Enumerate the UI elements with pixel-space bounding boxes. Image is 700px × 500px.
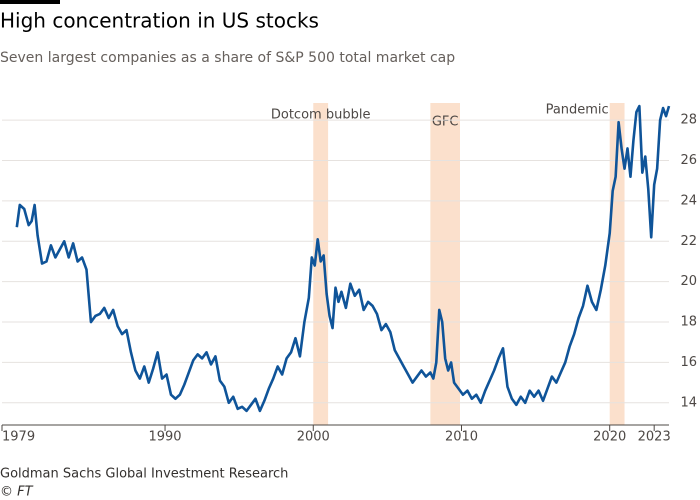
y-tick-label: 24 <box>680 193 697 208</box>
brand-bar <box>0 0 60 4</box>
y-tick-label: 28 <box>680 113 697 128</box>
x-tick-label: 2020 <box>593 430 626 445</box>
y-tick-label: 22 <box>680 234 697 249</box>
chart-title: High concentration in US stocks <box>0 9 319 33</box>
x-tick-label: 1979 <box>2 430 35 445</box>
y-tick-label: 20 <box>680 274 697 289</box>
credit: © FT <box>0 485 34 500</box>
plot <box>15 104 671 413</box>
source: Goldman Sachs Global Investment Research <box>0 467 288 482</box>
shaded-band <box>313 103 329 425</box>
x-tick-label: 2023 <box>638 430 671 445</box>
x-tick-label: 2000 <box>297 430 330 445</box>
data-line <box>15 104 671 413</box>
x-tick-label: 2010 <box>445 430 478 445</box>
y-tick-label: 14 <box>680 395 697 410</box>
band-label: Pandemic <box>546 103 609 118</box>
band-label: Dotcom bubble <box>271 108 371 123</box>
chart-subtitle: Seven largest companies as a share of S&… <box>0 50 455 66</box>
x-tick-label: 1990 <box>148 430 181 445</box>
band-label: GFC <box>432 115 459 130</box>
y-tick-label: 26 <box>680 153 697 168</box>
y-tick-label: 16 <box>680 355 697 370</box>
y-tick-label: 18 <box>680 315 697 330</box>
grid: 14 16 18 20 22 24 26 28 1979 1990 2000 2010 2020 2023 <box>1 113 697 445</box>
